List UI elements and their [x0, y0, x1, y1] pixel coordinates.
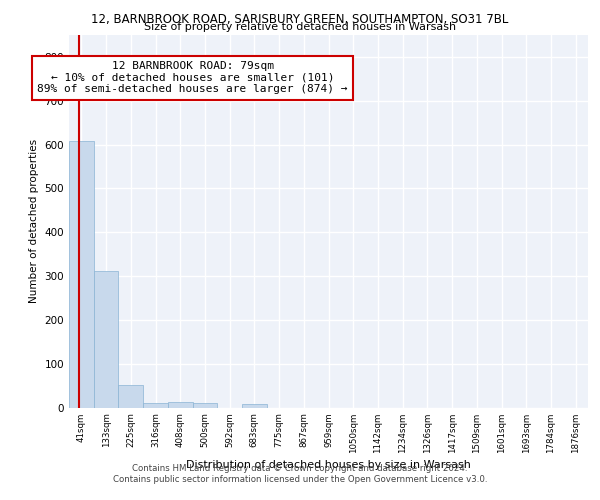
Bar: [143, 402, 168, 407]
Text: Size of property relative to detached houses in Warsash: Size of property relative to detached ho…: [144, 22, 456, 32]
Bar: [118, 385, 143, 407]
Bar: [168, 402, 193, 407]
Bar: [69, 142, 94, 408]
Bar: [242, 404, 267, 407]
Y-axis label: Number of detached properties: Number of detached properties: [29, 139, 39, 304]
Bar: [94, 271, 118, 407]
Bar: [193, 403, 217, 407]
X-axis label: Distribution of detached houses by size in Warsash: Distribution of detached houses by size …: [186, 460, 471, 469]
Text: Contains public sector information licensed under the Open Government Licence v3: Contains public sector information licen…: [113, 475, 487, 484]
Text: Contains HM Land Registry data © Crown copyright and database right 2024.: Contains HM Land Registry data © Crown c…: [132, 464, 468, 473]
Text: 12 BARNBROOK ROAD: 79sqm
← 10% of detached houses are smaller (101)
89% of semi-: 12 BARNBROOK ROAD: 79sqm ← 10% of detach…: [37, 62, 348, 94]
Text: 12, BARNBROOK ROAD, SARISBURY GREEN, SOUTHAMPTON, SO31 7BL: 12, BARNBROOK ROAD, SARISBURY GREEN, SOU…: [91, 12, 509, 26]
